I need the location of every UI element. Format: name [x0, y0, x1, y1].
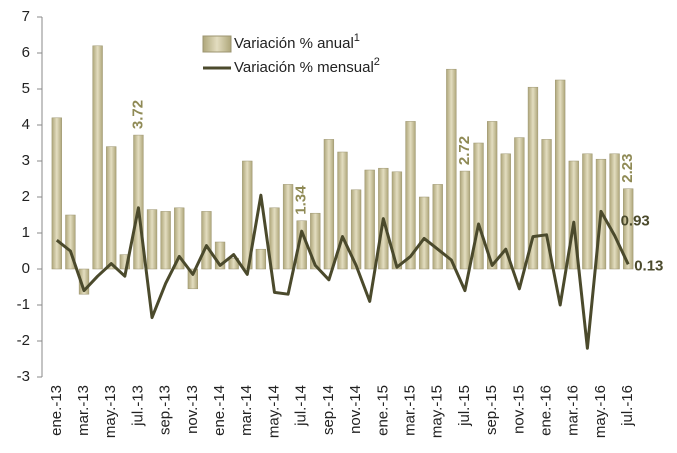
x-tick-label: ene.-16 [538, 385, 555, 436]
x-tick-label: may.-14 [265, 385, 282, 438]
x-tick-label: may.-15 [429, 385, 446, 438]
bar-value-label: 3.72 [129, 100, 146, 129]
legend-note: 1 [354, 32, 360, 44]
x-tick-label: sep.-15 [483, 385, 500, 435]
y-tick-label: 3 [22, 152, 30, 169]
x-tick-label: ene.-13 [48, 385, 65, 436]
bar [269, 207, 280, 270]
bar [555, 79, 566, 270]
line-value-label: 0.93 [621, 212, 650, 229]
bar [623, 188, 634, 270]
y-tick-label: 6 [22, 44, 30, 61]
bar-value-label: 2.72 [456, 136, 473, 165]
bar [282, 184, 294, 270]
y-tick-label: -2 [17, 332, 30, 349]
y-tick-label: -3 [17, 368, 30, 385]
bar [541, 139, 552, 270]
legend-swatch [202, 35, 232, 53]
bar [487, 121, 498, 270]
x-tick-label: mar.-14 [238, 385, 255, 436]
bar [214, 241, 226, 270]
y-tick-label: 4 [22, 116, 30, 133]
legend-name: Variación % mensual [234, 59, 374, 76]
bar [146, 209, 158, 270]
legend-name: Variación % anual [234, 35, 354, 52]
legend-label: Variación % mensual2 [234, 56, 380, 76]
line-value-label: 0.13 [634, 257, 663, 274]
x-tick-label: jul.-14 [293, 385, 310, 427]
bar [500, 153, 511, 270]
y-tick-label: 0 [22, 260, 30, 277]
y-tick-label: 2 [22, 188, 30, 205]
bar-value-label: 1.34 [293, 185, 310, 215]
bar [473, 142, 484, 270]
bar [65, 214, 76, 270]
bar [323, 139, 335, 270]
bar [405, 121, 416, 270]
bar [459, 170, 471, 270]
bar [337, 151, 348, 270]
legend-note: 2 [374, 56, 380, 68]
x-tick-label: jul.-13 [129, 385, 146, 427]
bar [418, 196, 430, 270]
bar-value-label: 2.23 [619, 154, 636, 183]
x-tick-label: jul.-15 [456, 385, 473, 427]
y-tick-label: 7 [22, 8, 30, 25]
bar [51, 117, 62, 270]
x-tick-label: ene.-14 [211, 385, 228, 436]
x-tick-label: mar.-16 [565, 385, 582, 436]
bar [255, 248, 267, 270]
line [55, 193, 630, 350]
x-tick-label: may.-13 [102, 385, 119, 438]
bar [78, 268, 90, 295]
bar [364, 169, 375, 270]
bar [527, 86, 539, 270]
x-tick-label: mar.-15 [401, 385, 418, 436]
y-tick-label: 5 [22, 80, 30, 97]
bar [92, 45, 103, 270]
x-tick-label: nov.-15 [510, 385, 527, 434]
bar [106, 146, 117, 270]
bar [160, 211, 171, 270]
bar [582, 153, 593, 270]
x-tick-label: nov.-14 [347, 385, 364, 434]
bar [187, 268, 198, 290]
bar [201, 211, 212, 270]
bar [174, 207, 185, 270]
x-tick-label: jul.-16 [619, 385, 636, 427]
bar [432, 184, 443, 270]
x-tick-label: sep.-14 [320, 385, 337, 435]
bar [391, 171, 403, 270]
x-tick-label: may.-16 [592, 385, 609, 438]
bar [568, 160, 579, 270]
x-tick-label: sep.-13 [157, 385, 174, 435]
bar [609, 153, 620, 270]
x-tick-label: mar.-13 [75, 385, 92, 436]
x-tick-label: ene.-15 [374, 385, 391, 436]
bar [514, 137, 525, 270]
bar [310, 212, 321, 270]
y-tick-label: 1 [22, 224, 30, 241]
bar [446, 68, 457, 270]
legend-label: Variación % anual1 [234, 32, 360, 52]
x-tick-label: nov.-13 [184, 385, 201, 434]
y-tick-label: -1 [17, 296, 30, 313]
bar [133, 134, 144, 270]
